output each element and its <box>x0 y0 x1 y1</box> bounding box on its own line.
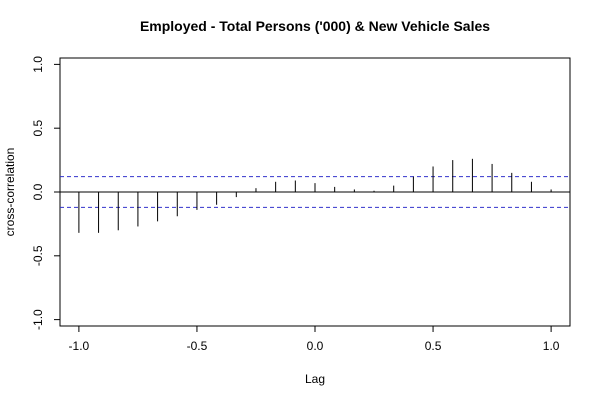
x-axis-label: Lag <box>305 372 325 386</box>
y-tick-label: -1.0 <box>31 309 45 330</box>
x-tick-label: -1.0 <box>69 339 90 353</box>
x-tick-label: 1.0 <box>543 339 560 353</box>
y-axis: -1.0 -0.5 0.0 0.5 1.0 <box>31 56 60 330</box>
chart-title: Employed - Total Persons ('000) & New Ve… <box>140 18 490 34</box>
ccf-spikes <box>78 158 552 233</box>
y-tick-label: 0.0 <box>31 183 45 200</box>
x-tick-label: -0.5 <box>187 339 208 353</box>
y-axis-label: cross-correlation <box>3 148 17 237</box>
x-tick-label: 0.0 <box>307 339 324 353</box>
x-axis: -1.0 -0.5 0.0 0.5 1.0 <box>69 326 560 353</box>
y-tick-label: -0.5 <box>31 245 45 266</box>
y-tick-label: 0.5 <box>31 120 45 137</box>
y-tick-label: 1.0 <box>31 56 45 73</box>
x-tick-label: 0.5 <box>425 339 442 353</box>
